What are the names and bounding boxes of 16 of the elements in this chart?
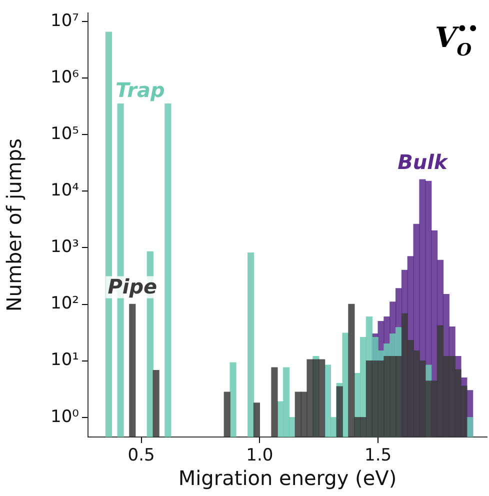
y-tick-label: 10² — [50, 294, 79, 314]
y-axis-title: Number of jumps — [2, 138, 26, 312]
y-tick-label: 10⁴ — [50, 180, 80, 201]
y-tick-label: 10³ — [50, 237, 79, 258]
y-tick-label: 10⁷ — [50, 10, 80, 31]
series-label: Bulk — [398, 150, 449, 174]
x-axis-title: Migration energy (eV) — [178, 466, 397, 490]
y-tick-label: 10⁰ — [50, 406, 80, 427]
y-tick-label: 10⁵ — [50, 124, 79, 144]
y-tick-label: 10⁶ — [50, 67, 80, 88]
y-tick-label: 10¹ — [50, 350, 79, 370]
x-tick-label: 1.0 — [246, 446, 274, 466]
series-label: Pipe — [108, 274, 158, 298]
x-tick-label: 0.5 — [128, 446, 155, 466]
x-tick-label: 1.5 — [364, 446, 392, 466]
series-label: Trap — [116, 78, 165, 102]
